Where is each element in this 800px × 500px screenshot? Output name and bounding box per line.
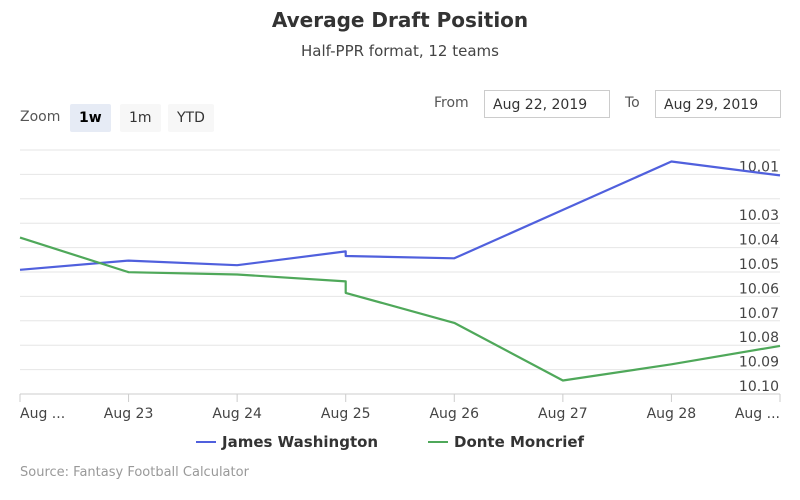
chart-title: Average Draft Position [271, 8, 529, 32]
x-tick-label: Aug 27 [538, 406, 588, 422]
legend-swatch-james-washington [196, 441, 216, 443]
range-from-input[interactable]: Aug 22, 2019 [484, 90, 610, 118]
y-tick-label: 10.10 [739, 379, 779, 395]
x-tick-label: Aug 26 [429, 406, 479, 422]
series-line-donte-moncrief [19, 236, 781, 382]
zoom-ytd-button[interactable]: YTD [168, 104, 214, 132]
y-tick-label: 10.09 [739, 355, 779, 371]
zoom-1m-button[interactable]: 1m [120, 104, 161, 132]
y-tick-label: 10.04 [739, 233, 779, 249]
x-tick-label: Aug 28 [647, 406, 697, 422]
x-tick-label: Aug ... [20, 406, 65, 422]
series-line-james-washington [19, 160, 781, 271]
chart-subtitle: Half-PPR format, 12 teams [301, 42, 499, 60]
y-tick-label: 10.08 [739, 330, 779, 346]
x-tick-label: Aug ... [735, 406, 780, 422]
legend-label-donte-moncrief: Donte Moncrief [454, 433, 585, 451]
legend-swatch-donte-moncrief [428, 441, 448, 443]
zoom-1w-button[interactable]: 1w [70, 104, 111, 132]
zoom-label: Zoom [20, 109, 61, 125]
range-from-label: From [434, 95, 469, 111]
legend-item-donte-moncrief[interactable]: Donte Moncrief [428, 431, 584, 453]
x-tick-label: Aug 25 [321, 406, 371, 422]
legend-item-james-washington[interactable]: James Washington [196, 431, 378, 453]
range-to-input[interactable]: Aug 29, 2019 [655, 90, 781, 118]
x-tick-label: Aug 24 [212, 406, 262, 422]
range-to-label: To [625, 95, 640, 111]
y-tick-label: 10.06 [739, 281, 779, 297]
source-credit: Source: Fantasy Football Calculator [20, 465, 249, 480]
legend-label-james-washington: James Washington [222, 433, 379, 451]
y-tick-label: 10.05 [739, 257, 779, 273]
y-tick-label: 10.03 [739, 208, 779, 224]
y-tick-label: 10.07 [739, 306, 779, 322]
x-tick-label: Aug 23 [104, 406, 154, 422]
